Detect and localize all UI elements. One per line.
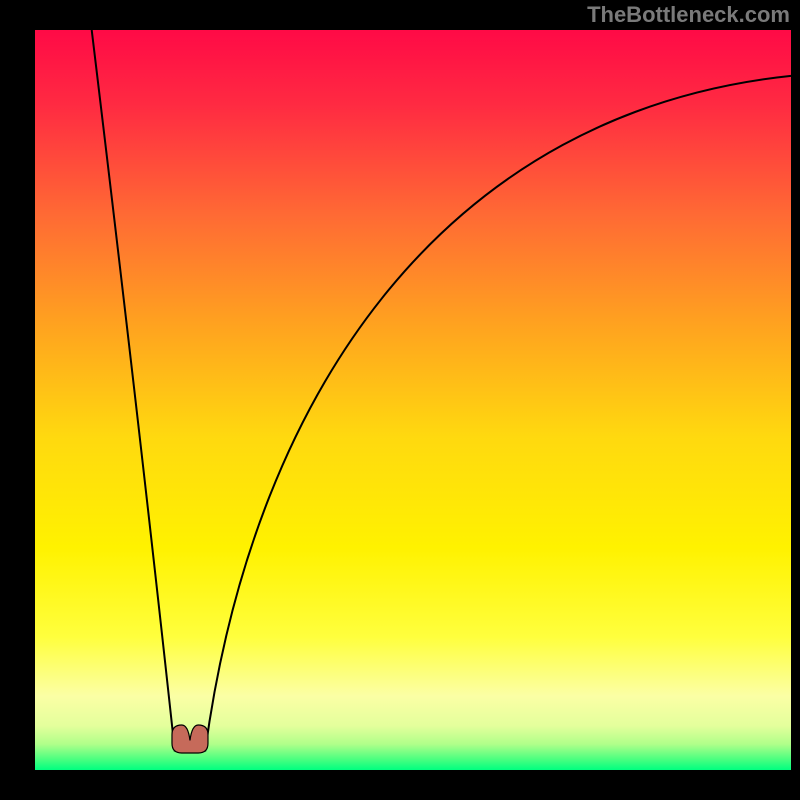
chart-container: TheBottleneck.com bbox=[0, 0, 800, 800]
plot-area-gradient bbox=[35, 30, 791, 770]
chart-svg bbox=[0, 0, 800, 800]
watermark-text: TheBottleneck.com bbox=[587, 2, 790, 28]
